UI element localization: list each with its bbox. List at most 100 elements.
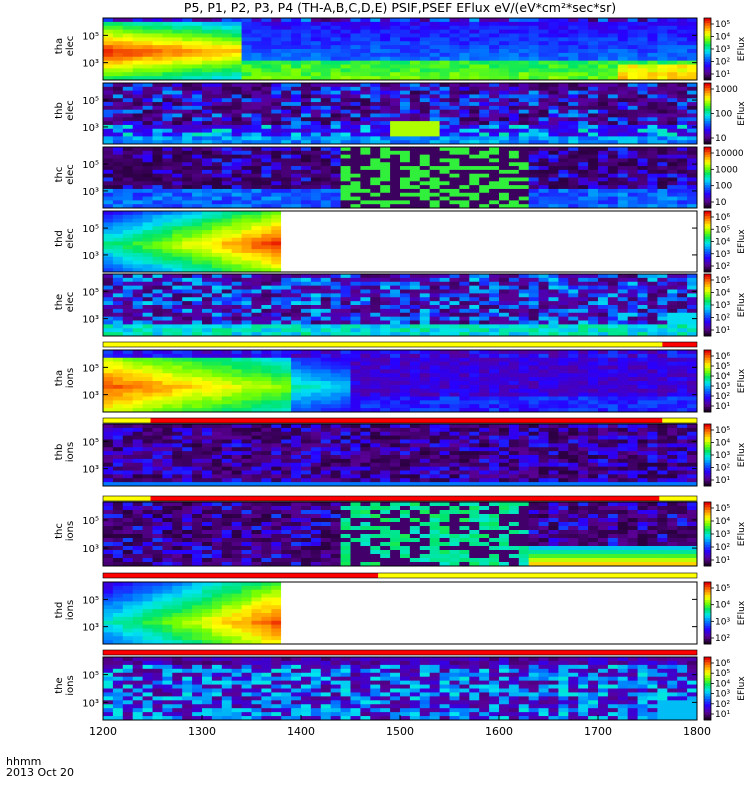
- heatmap-cell: [647, 297, 658, 302]
- heatmap-cell: [281, 324, 292, 329]
- heatmap-cell: [657, 113, 668, 118]
- heatmap-cell: [112, 237, 124, 242]
- heatmap-cell: [172, 41, 183, 46]
- heatmap-cell: [330, 297, 341, 302]
- heatmap-cell: [390, 98, 401, 103]
- heatmap-cell: [330, 94, 341, 99]
- heatmap-cell: [578, 140, 589, 145]
- heatmap-cell: [568, 312, 579, 318]
- heatmap-cell: [528, 147, 539, 152]
- heatmap-cell: [281, 29, 292, 34]
- heatmap-cell: [439, 177, 450, 182]
- heatmap-cell: [370, 41, 381, 46]
- heatmap-cell: [182, 45, 193, 50]
- heatmap-cell: [211, 109, 223, 114]
- heatmap-cell: [548, 140, 559, 145]
- heatmap-cell: [598, 102, 609, 107]
- heatmap-cell: [558, 68, 569, 73]
- heatmap-cell: [528, 117, 539, 122]
- heatmap-cell: [479, 113, 490, 118]
- heatmap-cell: [380, 132, 391, 137]
- heatmap-cell: [439, 154, 450, 159]
- heatmap-cell: [182, 277, 193, 283]
- heatmap-cell: [320, 297, 332, 302]
- heatmap-cell: [647, 21, 658, 27]
- heatmap-cell: [261, 308, 272, 314]
- heatmap-cell: [291, 140, 302, 145]
- heatmap-cell: [202, 200, 213, 205]
- heatmap-cell: [518, 113, 530, 118]
- heatmap-cell: [271, 136, 282, 141]
- heatmap-cell: [231, 37, 242, 42]
- heatmap-cell: [449, 37, 460, 42]
- heatmap-cell: [489, 166, 500, 171]
- heatmap-cell: [360, 121, 371, 126]
- heatmap-cell: [439, 185, 450, 190]
- heatmap-cell: [667, 158, 678, 163]
- heatmap-cell: [627, 83, 638, 88]
- heatmap-cell: [261, 252, 272, 258]
- heatmap-cell: [499, 192, 510, 197]
- heatmap-cell: [142, 301, 153, 306]
- heatmap-cell: [103, 308, 114, 314]
- heatmap-cell: [103, 214, 114, 220]
- heatmap-cell: [122, 102, 134, 107]
- heatmap-cell: [489, 185, 500, 190]
- heatmap-cell: [103, 316, 114, 321]
- heatmap-cell: [360, 204, 371, 209]
- heatmap-cell: [489, 301, 500, 306]
- heatmap-cell: [677, 124, 688, 130]
- heatmap-cell: [429, 41, 440, 46]
- heatmap-cell: [469, 173, 480, 178]
- heatmap-cell: [182, 185, 193, 190]
- heatmap-cell: [103, 83, 114, 88]
- heatmap-cell: [449, 49, 460, 54]
- heatmap-cell: [112, 301, 124, 306]
- heatmap-cell: [439, 158, 450, 163]
- heatmap-cell: [162, 230, 173, 235]
- heatmap-cell: [449, 154, 460, 159]
- heatmap-cell: [469, 154, 480, 159]
- heatmap-cell: [251, 136, 262, 141]
- heatmap-cell: [607, 124, 619, 130]
- heatmap-cell: [390, 293, 401, 298]
- heatmap-cell: [142, 150, 153, 156]
- heatmap-cell: [261, 94, 272, 99]
- heatmap-cell: [152, 289, 163, 294]
- heatmap-cell: [558, 297, 569, 302]
- heatmap-cell: [360, 56, 371, 62]
- heatmap-cell: [677, 150, 688, 156]
- heatmap-cell: [221, 185, 233, 190]
- heatmap-cell: [261, 45, 272, 50]
- heatmap-cell: [558, 109, 569, 114]
- heatmap-cell: [291, 150, 302, 156]
- heatmap-cell: [310, 332, 322, 337]
- heatmap-cell: [538, 136, 549, 141]
- heatmap-cell: [172, 45, 183, 50]
- heatmap-cell: [301, 83, 312, 88]
- heatmap-cell: [400, 98, 411, 103]
- heatmap-cell: [122, 192, 134, 197]
- heatmap-cell: [281, 289, 292, 294]
- heatmap-cell: [667, 188, 678, 194]
- heatmap-cell: [528, 128, 539, 133]
- heatmap-cell: [192, 18, 203, 23]
- heatmap-cell: [429, 117, 440, 122]
- heatmap-cell: [132, 293, 143, 298]
- heatmap-cell: [132, 37, 143, 42]
- heatmap-cell: [330, 324, 341, 329]
- heatmap-cell: [409, 140, 421, 145]
- heatmap-cell: [469, 316, 480, 321]
- heatmap-cell: [607, 316, 619, 321]
- heatmap-cell: [350, 105, 361, 111]
- heatmap-cell: [132, 285, 143, 290]
- heatmap-cell: [479, 140, 490, 145]
- heatmap-cell: [340, 49, 351, 54]
- heatmap-cell: [548, 37, 559, 42]
- heatmap-cell: [489, 102, 500, 107]
- heatmap-cell: [617, 72, 629, 77]
- heatmap-cell: [221, 76, 233, 81]
- heatmap-cell: [152, 241, 163, 246]
- heatmap-cell: [380, 121, 391, 126]
- heatmap-cell: [231, 218, 242, 223]
